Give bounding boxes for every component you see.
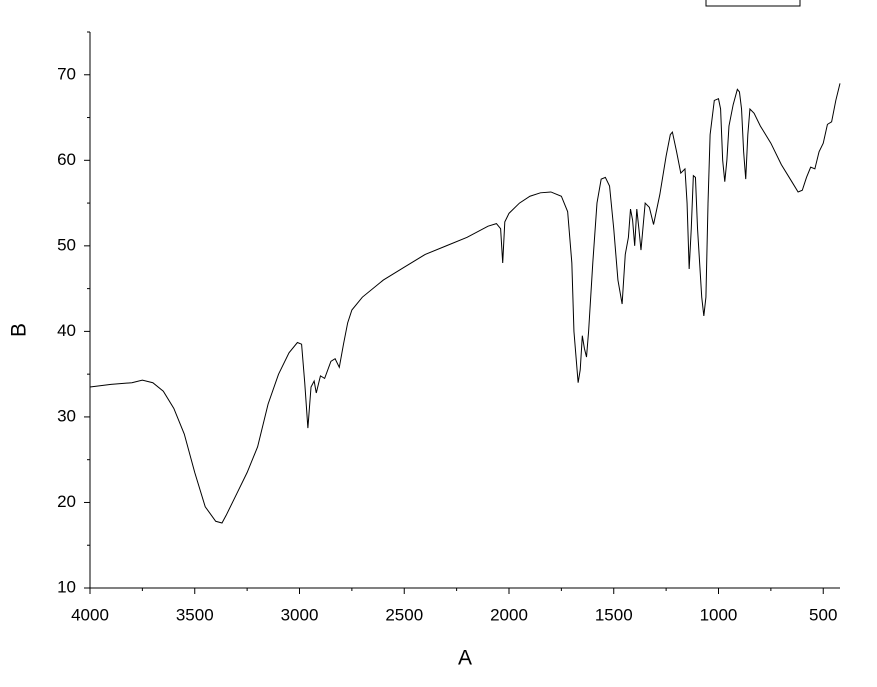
x-tick-label: 3500 [176,605,214,624]
y-tick-label: 20 [57,492,76,511]
y-tick-label: 50 [57,235,76,254]
x-tick-label: 1500 [595,605,633,624]
y-tick-label: 10 [57,577,76,596]
x-tick-label: 3000 [281,605,319,624]
y-tick-label: 40 [57,321,76,340]
x-tick-label: 4000 [71,605,109,624]
x-tick-label: 2000 [490,605,528,624]
x-tick-label: 2500 [385,605,423,624]
x-axis-label: A [458,647,472,670]
y-tick-label: 60 [57,150,76,169]
spectrum-line [89,83,841,524]
x-tick-label: 1000 [700,605,738,624]
y-axis-label: B [8,323,31,337]
y-tick-label: 30 [57,406,76,425]
x-tick-label: 500 [809,605,837,624]
legend-box [705,0,801,7]
y-tick-label: 70 [57,64,76,83]
